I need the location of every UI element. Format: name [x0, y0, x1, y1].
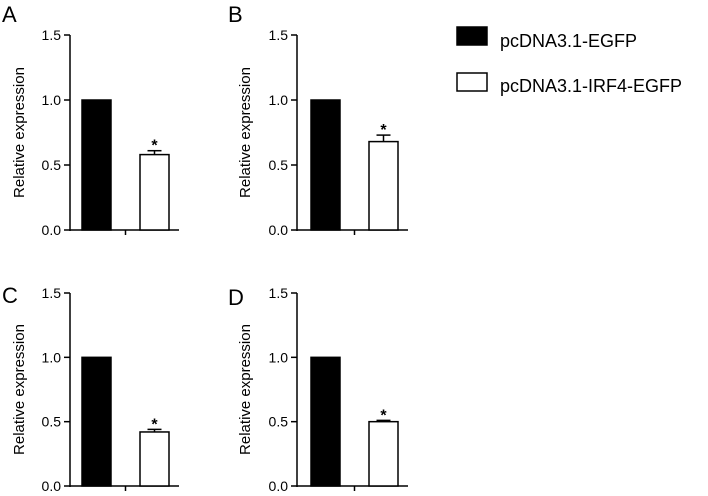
y-tick-label: 1.0: [42, 92, 62, 108]
bar-control: [81, 99, 112, 231]
y-tick-label: 1.0: [269, 92, 289, 108]
y-tick-label: 0.5: [269, 157, 289, 173]
y-axis-label: Relative expression: [237, 67, 254, 198]
panel-b: B Relative expression 0.0 0.5 1.0 1.5 *: [228, 2, 408, 238]
bar-irf4: [368, 140, 399, 231]
legend-swatch: [456, 26, 488, 46]
y-tick-label: 1.5: [269, 27, 289, 43]
y-axis-label: Relative expression: [11, 67, 28, 198]
bar-control: [81, 356, 112, 487]
bar-control: [310, 99, 341, 231]
bar-irf4: [139, 431, 170, 487]
legend: pcDNA3.1-EGFP pcDNA3.1-IRF4-EGFP: [456, 26, 682, 96]
significance-marker: *: [151, 416, 158, 433]
y-tick-label: 0.0: [42, 222, 62, 238]
y-tick-label: 0.0: [269, 222, 289, 238]
y-axis-label: Relative expression: [237, 324, 254, 455]
y-tick-label: 1.5: [42, 27, 62, 43]
legend-label: pcDNA3.1-IRF4-EGFP: [500, 76, 682, 96]
panel-letter: D: [228, 285, 244, 310]
panel-letter: B: [228, 2, 243, 27]
bar-irf4: [139, 153, 170, 231]
y-tick-label: 0.0: [269, 478, 289, 494]
y-tick-label: 1.5: [269, 285, 289, 301]
panel-c: C Relative expression 0.0 0.5 1.0 1.5 *: [2, 283, 179, 494]
y-axis-label: Relative expression: [11, 324, 28, 455]
significance-marker: *: [380, 407, 387, 424]
panel-a: A Relative expression 0.0 0.5 1.0 1.5 *: [2, 2, 179, 238]
panel-letter: A: [2, 2, 17, 27]
significance-marker: *: [380, 122, 387, 139]
panel-letter: C: [2, 283, 18, 308]
y-tick-label: 1.0: [269, 349, 289, 365]
bar-control: [310, 356, 341, 487]
y-tick-label: 1.0: [42, 349, 62, 365]
y-tick-label: 1.5: [42, 285, 62, 301]
y-tick-label: 0.5: [42, 414, 62, 430]
y-tick-label: 0.5: [42, 157, 62, 173]
legend-swatch: [456, 72, 488, 92]
y-tick-label: 0.5: [269, 414, 289, 430]
panel-d: D Relative expression 0.0 0.5 1.0 1.5 *: [228, 285, 408, 494]
legend-label: pcDNA3.1-EGFP: [500, 31, 637, 51]
significance-marker: *: [151, 138, 158, 155]
y-tick-label: 0.0: [42, 478, 62, 494]
bar-irf4: [368, 420, 399, 487]
